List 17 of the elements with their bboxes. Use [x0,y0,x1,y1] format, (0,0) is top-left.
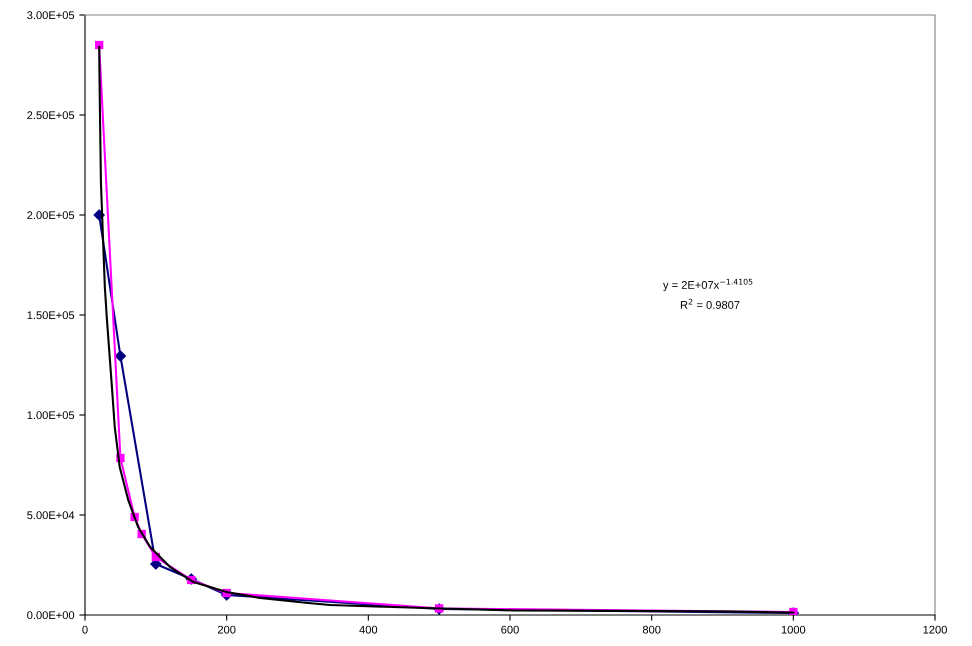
x-tick-label: 400 [359,626,378,634]
x-tick-label: 1000 [782,626,806,634]
x-tick-label: 200 [218,626,236,634]
y-tick-label: 0.00E+00 [27,611,74,620]
y-tick-label: 1.50E+05 [28,311,74,320]
annotation: y = 2E+07x$^{−1.4105}$ [663,278,752,292]
x-tick-label: 800 [642,626,660,634]
y-tick-label: 1.00E+05 [28,411,74,420]
x-tick-label: 600 [501,626,519,634]
x-tick-label: 1200 [923,626,947,634]
x-tick-label: 0 [82,626,88,634]
point [114,350,126,362]
y-tick-label: 2.00E+05 [27,211,74,220]
annotation: R$^{2}$ = 0.9807 [680,298,740,309]
y-tick-label: 5.00E+04 [27,511,74,520]
y-tick-label: 3.00E+05 [27,11,74,20]
y-tick-label: 2.50E+05 [27,111,74,120]
